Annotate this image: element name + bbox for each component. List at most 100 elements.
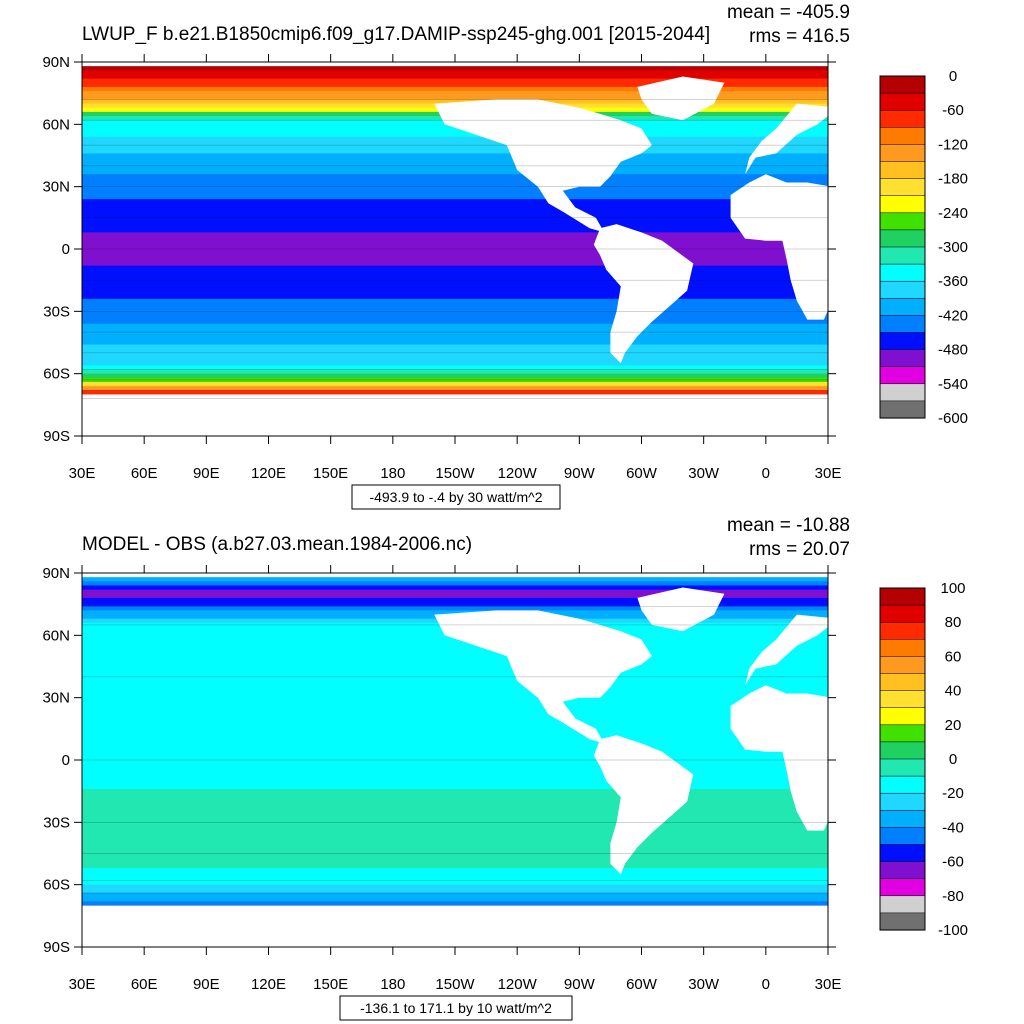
x-tick-label: 30E [69,976,96,993]
colorbar-label: 100 [940,580,965,597]
colorbar-swatch [879,621,926,640]
field-band [82,140,828,146]
field-band [82,880,828,886]
field-band [82,710,828,715]
continent-mask [593,735,694,875]
colorbar-swatch [879,92,926,111]
y-tick-label: 30S [43,814,70,831]
colorbar-swatch [879,109,926,128]
field-band [82,747,828,753]
colorbar-swatch [879,400,926,419]
field-band [82,282,828,287]
colorbar-swatch [879,604,926,623]
continent-mask [637,76,725,121]
continent-mask [745,103,839,175]
field-band [82,327,828,333]
field-band [82,207,828,213]
field-band [82,66,828,71]
field-band [82,70,828,75]
colorbar-swatch [879,246,926,265]
colorbar-label: 80 [945,614,962,631]
field-band [82,348,828,354]
y-tick-label: 30N [42,179,70,196]
panel-title: MODEL - OBS (a.b27.03.mean.1984-2006.nc) [82,534,472,555]
field-band [82,294,828,300]
colorbar-swatch [879,724,926,743]
field-band [82,236,828,242]
subtitle-box [351,484,561,510]
continent-mask [637,587,725,632]
contour-lines [82,605,828,906]
field-band [82,701,828,707]
field-band [82,390,828,395]
field-band [82,643,828,649]
field-band [82,818,828,823]
continent-mask [730,174,870,320]
colorbar-label: -180 [938,171,968,188]
x-tick-label: 90E [193,976,220,993]
field-band [82,278,828,283]
continent-mask [993,790,1024,831]
field-band [82,373,828,379]
field-band [82,602,828,607]
continent-mask [828,604,1024,744]
field-band [82,776,828,782]
field-band [82,145,828,150]
x-tick-label: 180 [380,976,405,993]
field-band [82,764,828,769]
colorbar-label: -60 [942,102,964,119]
x-tick-label: 90W [564,465,596,482]
field-band [82,361,828,366]
field-band [82,838,828,844]
field-band [82,793,828,798]
field-band [82,892,828,898]
antarctica-mask [82,905,828,947]
field-band [82,381,828,387]
field-band [82,693,828,699]
field-band [82,190,828,196]
x-tick-label: 120W [498,976,538,993]
field-band [82,194,828,200]
land-mask [82,573,1024,947]
colorbar-swatch [879,639,926,657]
field-band [82,664,828,670]
field-band [82,99,828,105]
colorbar-label: -20 [942,785,964,802]
field-band [82,224,828,229]
field-band [82,91,828,96]
field-band [82,307,828,312]
field-band [82,269,828,275]
field-band [82,789,828,794]
field-band [82,843,828,848]
x-tick-label: 120E [251,465,286,482]
subtitle-box [339,995,573,1021]
field-band [82,647,828,653]
colorbar-label: 60 [945,648,962,665]
subtitle-label: -136.1 to 171.1 by 10 watt/m^2 [360,1000,552,1016]
field-band [82,651,828,657]
y-tick-label: 60N [42,627,70,644]
colorbar-swatch [879,690,926,709]
field-band [82,203,828,208]
y-tick-label: 0 [62,241,70,258]
rms-label: rms = 416.5 [749,26,850,47]
field-band [82,859,828,865]
x-tick-label: 60W [626,976,658,993]
field-band [82,303,828,308]
colorbar-swatch [879,741,926,760]
colorbar-swatch [879,844,926,863]
field-band [82,170,828,175]
x-tick-label: 180 [380,465,405,482]
x-tick-label: 150E [313,976,348,993]
field-band [82,136,828,142]
field-band [82,851,828,857]
colorbar-swatch [879,280,926,299]
field-band [82,697,828,703]
colorbar-label: -480 [938,342,968,359]
field-band [82,751,828,757]
field-band [82,868,828,873]
field-band [82,261,828,267]
colorbar-label: -360 [938,273,968,290]
continent-mask [997,768,1024,781]
